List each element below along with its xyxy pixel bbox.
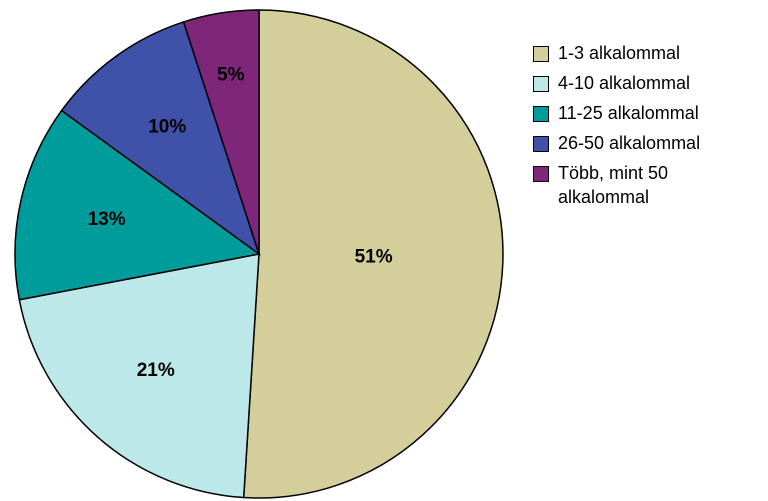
- slice-value-label: 5%: [217, 65, 245, 86]
- legend-swatch: [533, 166, 549, 182]
- slice-value-label: 21%: [137, 360, 175, 381]
- legend-item: 1-3 alkalommal: [533, 41, 758, 65]
- legend-label: 11-25 alkalommal: [558, 103, 699, 123]
- legend-item: Több, mint 50 alkalommal: [533, 161, 758, 209]
- pie-slice: [60, 20, 261, 256]
- pie-value-labels: 51% 21% 13% 10% 5%: [88, 65, 393, 381]
- slice-value-label: 13%: [88, 209, 126, 230]
- legend-label: Több, mint 50 alkalommal: [558, 163, 669, 207]
- legend-swatch: [533, 106, 549, 122]
- legend-swatch: [533, 136, 549, 152]
- legend-label: 4-10 alkalommal: [558, 73, 691, 93]
- pie-slice: [242, 9, 504, 499]
- legend-swatch: [533, 46, 549, 62]
- legend-item: 26-50 alkalommal: [533, 131, 758, 155]
- pie-slice: [14, 109, 261, 301]
- pie-slice: [18, 253, 260, 499]
- pie-slice: [182, 9, 260, 255]
- legend: 1-3 alkalommal 4-10 alkalommal 11-25 alkal…: [533, 41, 758, 215]
- slice-value-label: 10%: [148, 117, 186, 138]
- legend-label: 1-3 alkalommal: [558, 43, 681, 63]
- legend-swatch: [533, 76, 549, 92]
- slice-value-label: 51%: [355, 247, 393, 268]
- legend-item: 4-10 alkalommal: [533, 71, 758, 95]
- legend-item: 11-25 alkalommal: [533, 101, 758, 125]
- pie-slices: [14, 9, 504, 499]
- legend-label: 26-50 alkalommal: [558, 133, 701, 153]
